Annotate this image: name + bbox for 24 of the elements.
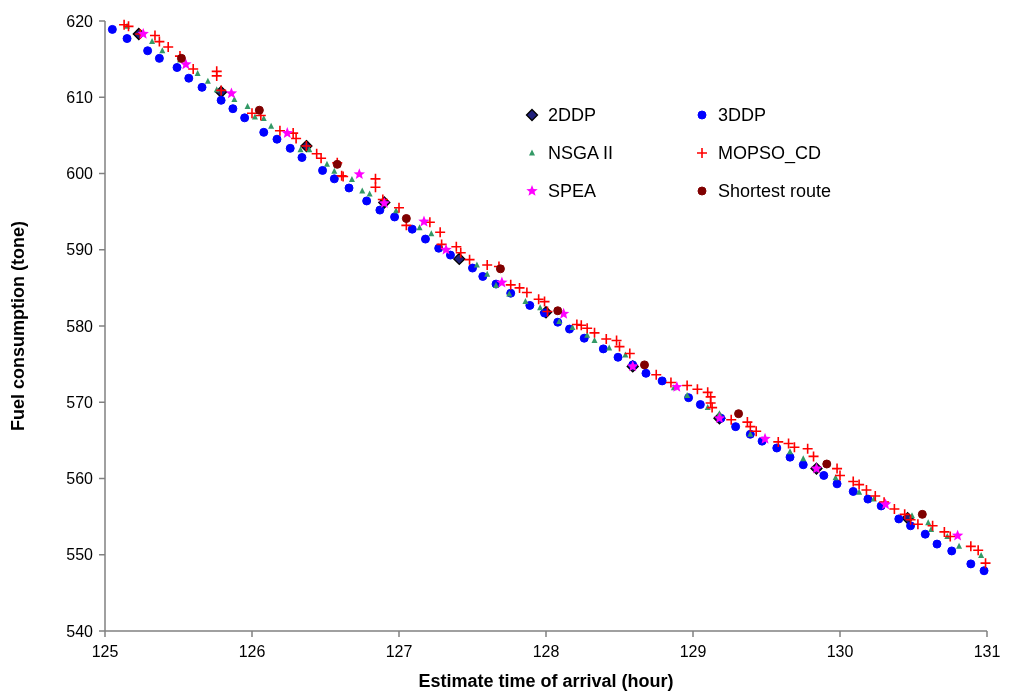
x-tick-label: 128 — [532, 643, 560, 660]
legend-label: Shortest route — [718, 181, 832, 202]
y-tick-label: 590 — [66, 241, 94, 259]
x-axis-title: Estimate time of arrival (hour) — [418, 671, 674, 691]
x-tick-label: 127 — [385, 643, 413, 660]
y-tick-label: 570 — [66, 393, 94, 411]
legend-label: NSGA II — [548, 143, 614, 164]
x-tick-label: 125 — [91, 643, 119, 660]
x-tick-label: 130 — [826, 643, 854, 660]
y-axis-title: Fuel consumption (tone) — [8, 221, 28, 431]
y-tick-label: 600 — [66, 165, 94, 183]
y-tick-label: 560 — [66, 470, 94, 488]
y-tick-label: 540 — [66, 622, 94, 640]
y-tick-label: 620 — [66, 12, 94, 30]
x-tick-label: 126 — [238, 643, 266, 660]
legend-label: SPEA — [548, 181, 597, 202]
x-tick-label: 131 — [973, 643, 1001, 660]
y-tick-label: 550 — [66, 546, 94, 564]
y-tick-label: 580 — [66, 317, 94, 335]
x-tick-label: 129 — [679, 643, 707, 660]
legend-label: 2DDP — [548, 105, 597, 126]
legend-label: MOPSO_CD — [718, 143, 822, 165]
legend-label: 3DDP — [718, 105, 767, 126]
y-tick-label: 610 — [66, 88, 94, 106]
